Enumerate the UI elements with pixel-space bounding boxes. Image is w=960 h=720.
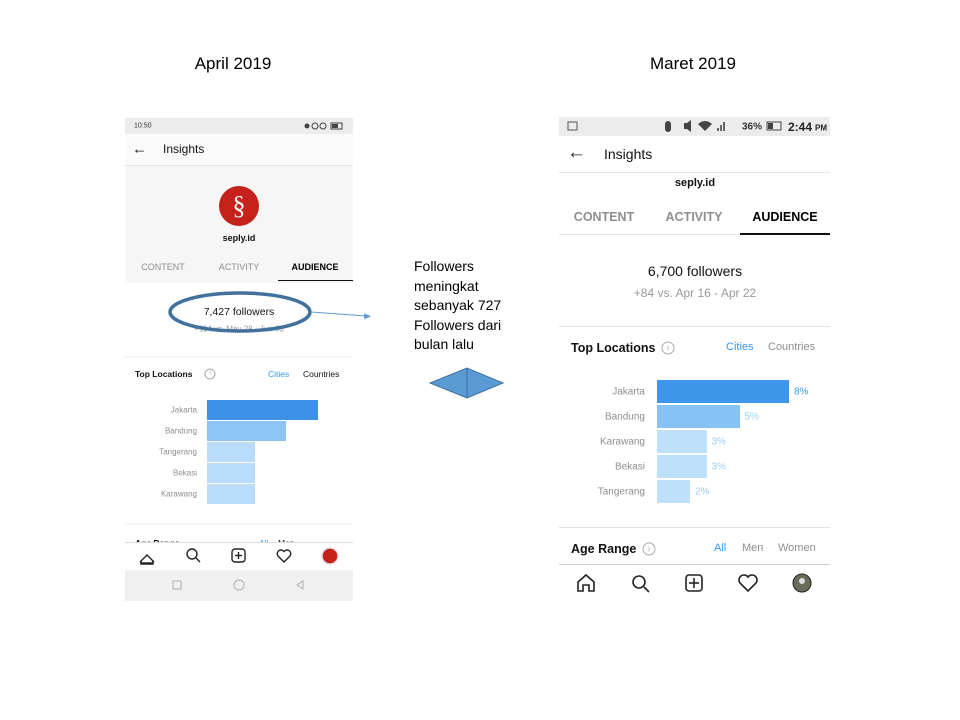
- value-label: 3%: [711, 436, 726, 447]
- city-label: Tangerang: [159, 447, 197, 457]
- diamond-shape: [428, 367, 505, 399]
- filter[interactable]: Countries: [768, 341, 816, 353]
- tab[interactable]: ACTIVITY: [218, 262, 260, 272]
- filter[interactable]: Countries: [303, 369, 340, 379]
- annotation-line: bulan lalu: [414, 336, 474, 352]
- filter-active[interactable]: All: [714, 542, 727, 554]
- phone-screenshot: 36% 2:44 PM ← Insights seply.id CONTENT …: [559, 117, 830, 600]
- value-label: 3%: [711, 461, 726, 472]
- filter[interactable]: Women: [778, 542, 816, 554]
- back-button[interactable]: ←: [567, 142, 586, 163]
- section-title: Top Locations: [571, 341, 656, 355]
- back-button[interactable]: ←: [132, 140, 147, 158]
- bar: [657, 405, 740, 428]
- divider: [559, 527, 830, 528]
- city-label: Jakarta: [170, 405, 197, 415]
- section-title: Age Range: [571, 542, 637, 556]
- info-icon[interactable]: i: [661, 341, 675, 355]
- filter-active[interactable]: Cities: [726, 341, 754, 353]
- filter-active[interactable]: Cities: [268, 369, 290, 379]
- bar: [207, 463, 255, 483]
- bar: [207, 400, 319, 420]
- status-bar: [559, 117, 830, 136]
- bar: [207, 442, 255, 462]
- status-ampm: PM: [815, 123, 827, 133]
- phone-screenshot: 10:50 ← Insights § seply.id CONTENT ACTI…: [125, 118, 353, 601]
- info-icon[interactable]: i: [204, 368, 216, 380]
- tab[interactable]: CONTENT: [141, 262, 185, 272]
- city-label: Karawang: [160, 489, 197, 499]
- profile-logo: §: [219, 186, 259, 226]
- annotation-line: sebanyak 727: [414, 297, 502, 313]
- nav-icons: [125, 547, 353, 601]
- value-label: 5%: [744, 411, 759, 422]
- value-label: 8%: [794, 386, 809, 397]
- annotation-line: Followers dari: [414, 316, 502, 333]
- tab-underline: [740, 233, 830, 235]
- age-card: [125, 525, 353, 545]
- tab[interactable]: ACTIVITY: [665, 210, 723, 224]
- status-time: 10:50: [134, 122, 152, 130]
- city-label: Jakarta: [612, 386, 645, 397]
- city-label: Bandung: [164, 426, 197, 436]
- filter[interactable]: Men: [742, 542, 764, 554]
- status-icons: [304, 122, 343, 130]
- tab-active[interactable]: AUDIENCE: [752, 210, 818, 224]
- username: seply.id: [222, 233, 256, 243]
- tab-active[interactable]: AUDIENCE: [291, 262, 339, 272]
- username: seply.id: [674, 177, 716, 189]
- status-battery: 36%: [742, 121, 763, 133]
- header-bar: [125, 134, 353, 166]
- tab-underline: [278, 280, 353, 281]
- city-label: Bekasi: [172, 468, 197, 478]
- city-label: Tangerang: [597, 486, 645, 497]
- slide-title: Maret 2019: [650, 54, 736, 73]
- city-label: Bekasi: [614, 461, 645, 472]
- arrow-head: [364, 313, 371, 320]
- nav-icons: [577, 573, 812, 593]
- slide-title: April 2019: [194, 54, 272, 73]
- bar: [657, 380, 789, 403]
- annotation: Followers meningkat sebanyak 727 Followe…: [414, 257, 501, 355]
- divider: [559, 234, 830, 235]
- status-bar: [125, 118, 353, 134]
- info-icon[interactable]: i: [642, 542, 656, 556]
- annotation-line: Followers: [414, 258, 474, 274]
- followers-count: 6,700 followers: [647, 263, 743, 279]
- bar: [657, 430, 707, 453]
- bar: [657, 480, 690, 503]
- bar: [207, 421, 287, 441]
- annotation-line: meningkat: [414, 277, 479, 294]
- status-time: 2:44: [788, 120, 813, 134]
- city-label: Bandung: [604, 411, 645, 422]
- divider: [559, 326, 830, 327]
- city-label: Karawang: [599, 436, 645, 447]
- tab[interactable]: CONTENT: [573, 210, 635, 224]
- value-label: 2%: [695, 486, 710, 497]
- section-title: Top Locations: [135, 369, 193, 379]
- header-title: Insights: [604, 146, 653, 162]
- followers-change: +84 vs. Apr 16 - Apr 22: [633, 286, 757, 300]
- bar: [207, 484, 255, 504]
- bar: [657, 455, 707, 478]
- status-icons: [567, 120, 782, 132]
- header-title: Insights: [163, 142, 205, 156]
- header-bar: [559, 136, 830, 173]
